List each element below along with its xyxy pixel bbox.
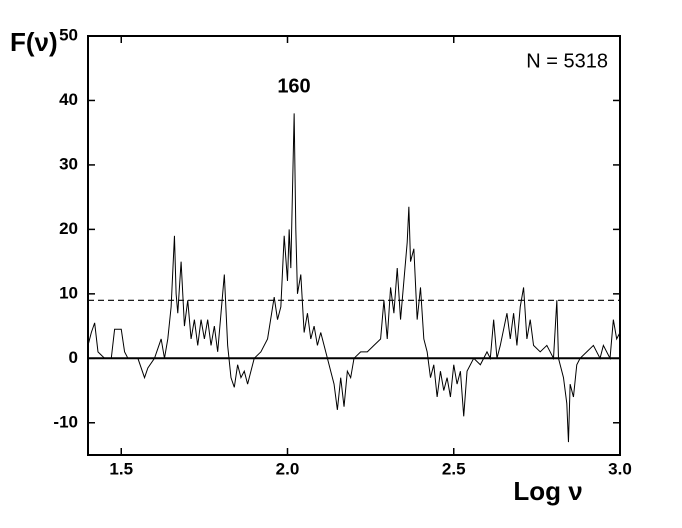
plot-frame: [87, 35, 621, 456]
x-tick-label: 2.5: [442, 459, 466, 478]
y-axis-label: F(ν): [10, 27, 58, 57]
y-tick-label: 20: [59, 219, 78, 238]
x-tick-label: 1.5: [109, 459, 133, 478]
y-tick-label: 0: [69, 348, 78, 367]
y-tick-label: 30: [59, 154, 78, 173]
y-tick-label: 50: [59, 25, 78, 44]
y-tick-label: 40: [59, 90, 78, 109]
annotation: N = 5318: [526, 50, 608, 72]
x-axis-label: Log ν: [513, 476, 582, 506]
y-tick-label: 10: [59, 283, 78, 302]
data-line: [87, 113, 621, 443]
y-tick-label: -10: [53, 412, 78, 431]
x-tick-label: 3.0: [608, 459, 632, 478]
peak-label: 160: [277, 75, 310, 97]
x-tick-label: 2.0: [276, 459, 300, 478]
